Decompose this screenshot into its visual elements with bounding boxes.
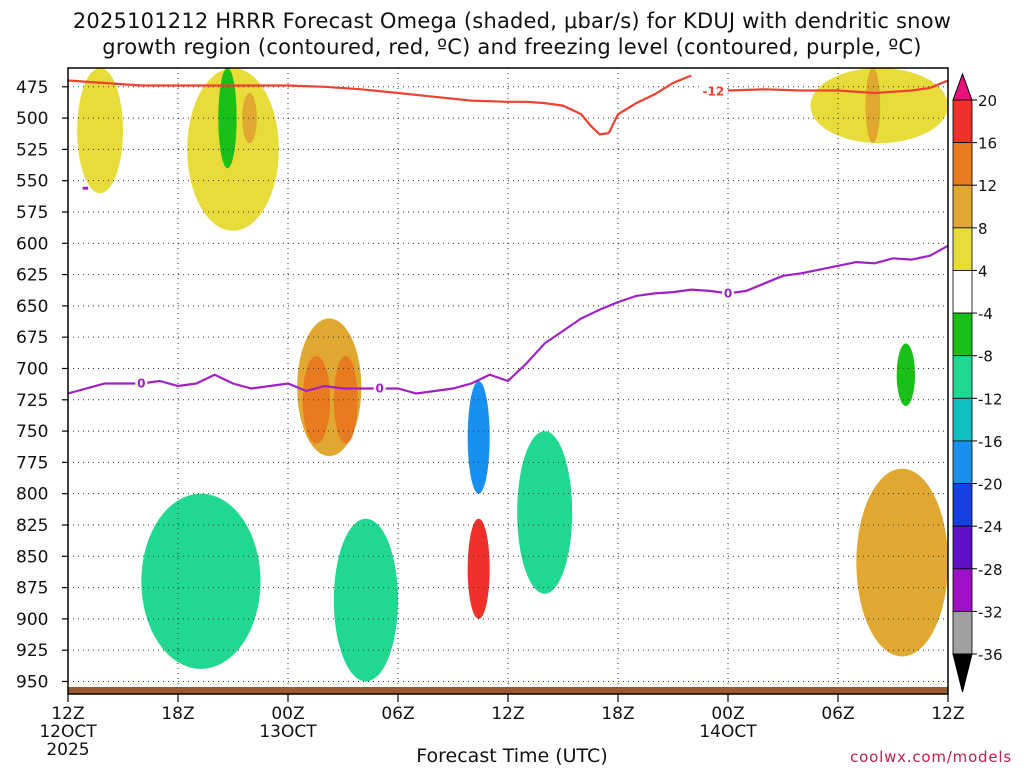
y-tick-label-18: 925 [16, 641, 48, 661]
y-tick-label-2: 525 [16, 140, 48, 160]
dendritic-contour-segment-1 [607, 74, 692, 134]
x-axis-title: Forecast Time (UTC) [416, 745, 608, 767]
y-tick-label-9: 700 [16, 359, 48, 379]
colorbar-bottom-arrow [952, 653, 973, 693]
colorbar-top-arrow [952, 72, 973, 101]
x-tick-label-0: 12Z [51, 704, 84, 724]
colorbar-swatch-6 [952, 312, 973, 357]
terrain-ground-band [68, 687, 948, 694]
chart-title-line-1: 2025101212 HRRR Forecast Omega (shaded, … [72, 9, 952, 33]
y-tick-label-7: 650 [16, 297, 48, 317]
omega-region-upper-orange-mid [242, 93, 257, 144]
x-date-label-2: 14OCT [699, 722, 757, 742]
dendritic-contour-segment-2 [727, 79, 948, 95]
colorbar-label-6: -8 [978, 348, 993, 366]
y-tick-label-13: 800 [16, 485, 48, 505]
colorbar-swatch-8 [952, 397, 973, 442]
omega-region-green-cell-center [333, 518, 398, 682]
omega-region-upper-orange-late [865, 68, 881, 144]
y-tick-label-15: 850 [16, 547, 48, 567]
colorbar-label-8: -16 [978, 433, 1003, 451]
y-tick-label-4: 575 [16, 203, 48, 223]
colorbar-swatch-1 [952, 99, 973, 144]
x-date-label-1: 13OCT [259, 722, 317, 742]
x-tick-label-8: 12Z [931, 704, 964, 724]
omega-region-green-cell-left [141, 493, 261, 669]
x-tick-label-1: 18Z [161, 704, 194, 724]
colorbar-label-9: -20 [978, 476, 1003, 494]
y-tick-label-11: 750 [16, 422, 48, 442]
colorbar-swatch-4 [952, 227, 973, 271]
colorbar-swatch-11 [952, 525, 973, 570]
colorbar-label-5: -4 [978, 305, 993, 323]
x-tick-label-7: 06Z [821, 704, 854, 724]
colorbar-swatch-10 [952, 483, 973, 527]
y-tick-label-12: 775 [16, 453, 48, 473]
freezing-level-label-0: 0 [137, 377, 145, 391]
y-tick-label-16: 875 [16, 579, 48, 599]
y-tick-label-6: 625 [16, 266, 48, 286]
grid-layer [68, 68, 948, 694]
colorbar-label-4: 4 [978, 262, 988, 280]
y-tick-label-0: 475 [16, 78, 48, 98]
colorbar-label-2: 12 [978, 177, 997, 195]
colorbar-swatch-2 [952, 142, 973, 186]
colorbar-label-13: -36 [978, 646, 1003, 664]
x-tick-label-5: 18Z [601, 704, 634, 724]
colorbar-swatch-7 [952, 355, 973, 399]
y-tick-label-8: 675 [16, 328, 48, 348]
x-tick-label-6: 00Z [711, 704, 744, 724]
colorbar-swatch-5 [952, 270, 973, 314]
freezing-level-label-1: 0 [375, 382, 383, 396]
colorbar-label-11: -28 [978, 561, 1003, 579]
colorbar: 20 16 12 8 4 -4 -8 -12 -16 -20 -24 -28 -32 -36 [952, 72, 1003, 693]
chart-title-line-2: growth region (contoured, red, ºC) and f… [102, 35, 922, 59]
y-axis: 475 500 525 550 575 600 625 650 675 700 725 750 775 8… [16, 78, 68, 692]
omega-region-upper-green-mid [218, 68, 237, 169]
dendritic-label-bg [699, 82, 728, 97]
omega-region-mid-orange-cell-a [302, 355, 331, 444]
colorbar-swatch-9 [952, 440, 973, 484]
colorbar-label-1: 16 [978, 135, 997, 153]
freezing-label-bg-0 [135, 375, 148, 390]
x-tick-label-3: 06Z [381, 704, 414, 724]
dendritic-contour-label: -12 [702, 85, 724, 99]
y-tick-label-19: 950 [16, 672, 48, 692]
contour-layer: 0 0 0 -12 [68, 74, 948, 396]
omega-region-yellow-late-low [856, 468, 948, 657]
colorbar-swatch-12 [952, 568, 973, 612]
site-credit: coolwx.com/models [850, 748, 1012, 766]
freezing-label-bg-1 [373, 380, 386, 395]
x-date-label-0: 12OCT [39, 722, 97, 742]
omega-shading-layer [77, 68, 948, 682]
omega-region-green-cell-right [517, 431, 573, 594]
colorbar-swatch-3 [952, 184, 973, 229]
colorbar-label-12: -32 [978, 603, 1003, 621]
omega-region-upper-yellow-early [77, 68, 123, 194]
freezing-level-contour [68, 244, 948, 395]
y-tick-label-5: 600 [16, 234, 48, 254]
colorbar-label-7: -12 [978, 390, 1003, 408]
omega-region-blue-core [467, 381, 490, 494]
y-tick-label-3: 550 [16, 172, 48, 192]
y-tick-label-17: 900 [16, 610, 48, 630]
y-tick-label-10: 725 [16, 391, 48, 411]
x-tick-label-4: 12Z [491, 704, 524, 724]
colorbar-swatch-13 [952, 610, 973, 655]
y-tick-label-14: 825 [16, 516, 48, 536]
colorbar-label-10: -24 [978, 518, 1003, 536]
omega-region-green-late-patch [896, 343, 915, 407]
omega-region-mid-orange-cell-b [333, 355, 358, 444]
omega-region-red-core [467, 518, 490, 619]
y-tick-label-1: 500 [16, 109, 48, 129]
colorbar-label-0: 20 [978, 92, 997, 110]
colorbar-label-3: 8 [978, 220, 988, 238]
x-year-label: 2025 [46, 740, 89, 760]
x-tick-label-2: 00Z [271, 704, 304, 724]
freezing-level-label-2: 0 [724, 286, 732, 300]
freezing-label-bg-2 [722, 285, 734, 300]
dendritic-contour-segment-0 [68, 79, 609, 136]
